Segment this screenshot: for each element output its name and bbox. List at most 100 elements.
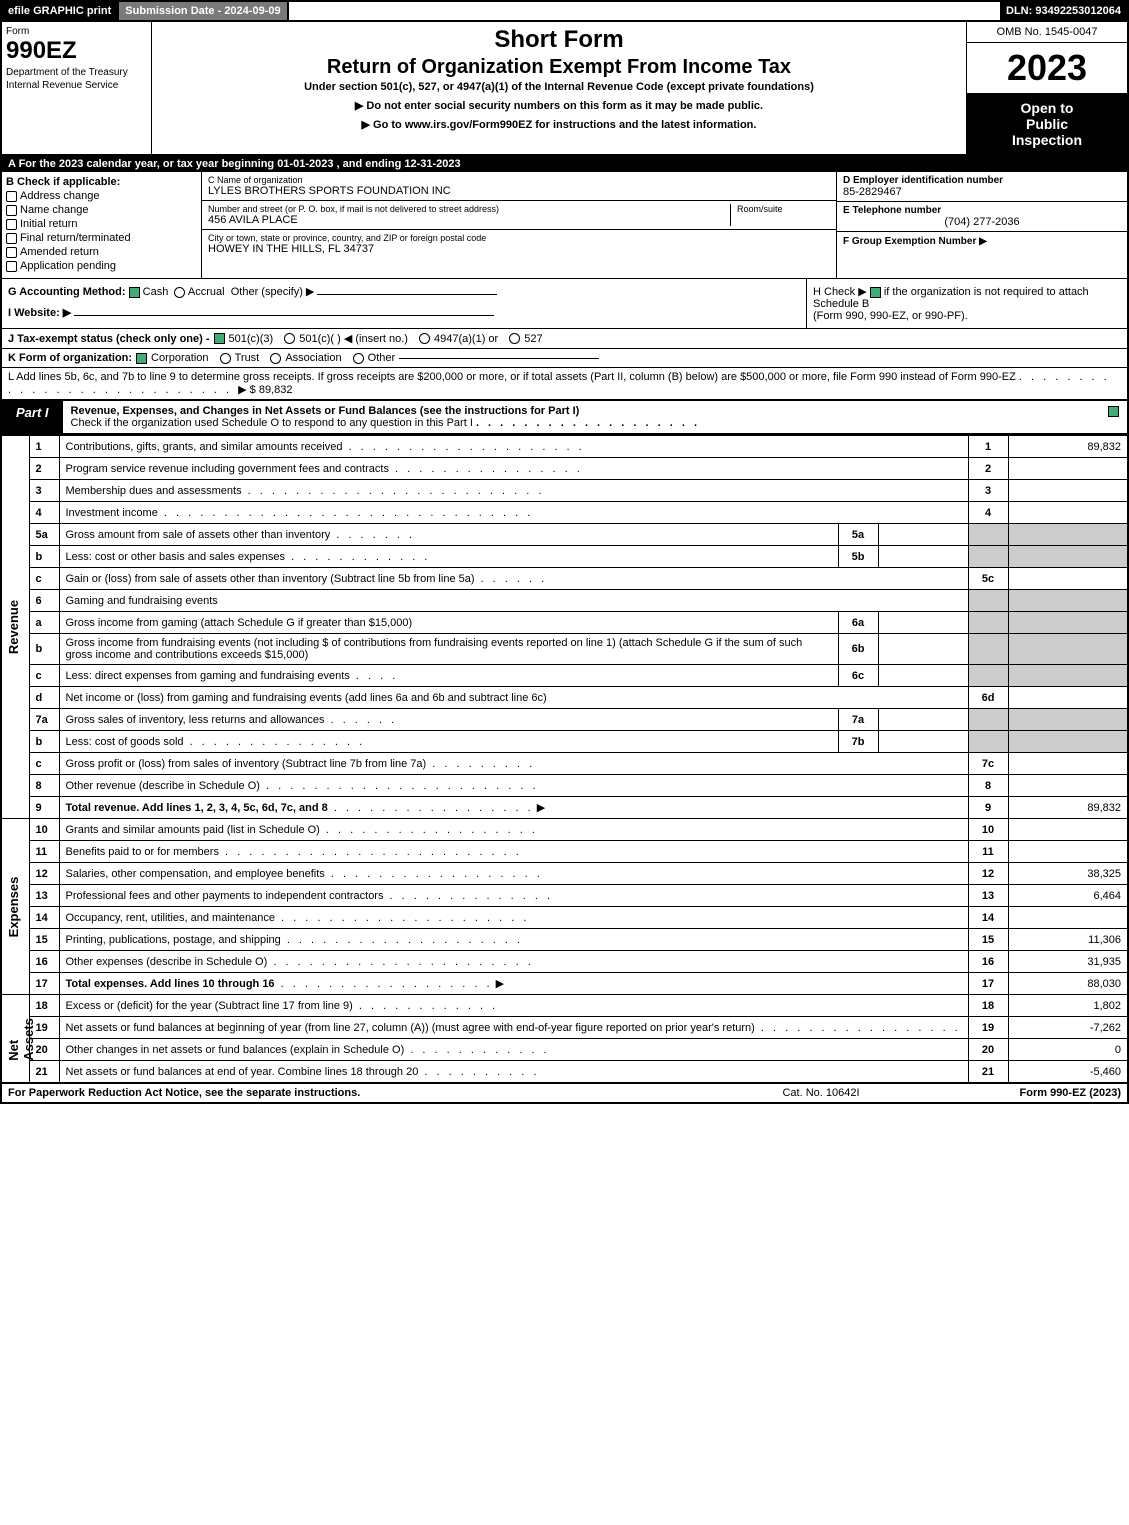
- val-19: -7,262: [1008, 1017, 1128, 1039]
- desc-2: Program service revenue including govern…: [59, 458, 968, 480]
- num-15: 15: [968, 929, 1008, 951]
- website-blank[interactable]: [74, 315, 494, 316]
- g-other-blank[interactable]: [317, 294, 497, 295]
- desc-6c: Less: direct expenses from gaming and fu…: [59, 665, 838, 687]
- checkbox-icon[interactable]: [6, 191, 17, 202]
- greyval-6: [1008, 590, 1128, 612]
- row-5c: c Gain or (loss) from sale of assets oth…: [1, 568, 1128, 590]
- row-14: 14 Occupancy, rent, utilities, and maint…: [1, 907, 1128, 929]
- radio-assoc-icon[interactable]: [270, 353, 281, 364]
- desc-9: Total revenue. Add lines 1, 2, 3, 4, 5c,…: [59, 797, 968, 819]
- g-other: Other (specify) ▶: [231, 286, 315, 298]
- radio-501c-icon[interactable]: [284, 333, 295, 344]
- radio-4947-icon[interactable]: [419, 333, 430, 344]
- radio-accrual-icon[interactable]: [174, 287, 185, 298]
- desc-3: Membership dues and assessments . . . . …: [59, 480, 968, 502]
- radio-527-icon[interactable]: [509, 333, 520, 344]
- subval-6c: [878, 665, 968, 687]
- chk-label: Initial return: [20, 218, 77, 230]
- row-6c: c Less: direct expenses from gaming and …: [1, 665, 1128, 687]
- grey-7b: [968, 731, 1008, 753]
- desc-11: Benefits paid to or for members . . . . …: [59, 841, 968, 863]
- footer: For Paperwork Reduction Act Notice, see …: [0, 1083, 1129, 1104]
- part1-schedule-o-chk[interactable]: [1100, 401, 1127, 433]
- val-16: 31,935: [1008, 951, 1128, 973]
- greyval-5b: [1008, 546, 1128, 568]
- chk-application-pending[interactable]: Application pending: [6, 260, 197, 272]
- efile-label[interactable]: efile GRAPHIC print: [2, 2, 119, 20]
- ln-16: 16: [29, 951, 59, 973]
- i-label: I Website: ▶: [8, 307, 71, 319]
- desc-17: Total expenses. Add lines 10 through 16 …: [59, 973, 968, 995]
- checkbox-icon[interactable]: [6, 205, 17, 216]
- subval-7b: [878, 731, 968, 753]
- radio-trust-icon[interactable]: [220, 353, 231, 364]
- desc-20: Other changes in net assets or fund bala…: [59, 1039, 968, 1061]
- val-1: 89,832: [1008, 436, 1128, 458]
- chk-amended-return[interactable]: Amended return: [6, 246, 197, 258]
- ln-6: 6: [29, 590, 59, 612]
- arrow-icon: ▶: [537, 802, 545, 814]
- k-other-blank[interactable]: [399, 358, 599, 359]
- row-4: 4 Investment income . . . . . . . . . . …: [1, 502, 1128, 524]
- grey-6a: [968, 612, 1008, 634]
- section-i: I Website: ▶: [8, 306, 800, 319]
- num-8: 8: [968, 775, 1008, 797]
- instruction-1: ▶ Do not enter social security numbers o…: [156, 99, 962, 112]
- num-6d: 6d: [968, 687, 1008, 709]
- chk-final-return[interactable]: Final return/terminated: [6, 232, 197, 244]
- g-label: G Accounting Method:: [8, 286, 126, 298]
- checkbox-501c3-checked-icon[interactable]: [214, 333, 225, 344]
- part1-title: Revenue, Expenses, and Changes in Net As…: [71, 405, 580, 417]
- greyval-6c: [1008, 665, 1128, 687]
- street-label: Number and street (or P. O. box, if mail…: [208, 204, 730, 214]
- chk-name-change[interactable]: Name change: [6, 204, 197, 216]
- g-accrual: Accrual: [188, 286, 225, 298]
- ln-1: 1: [29, 436, 59, 458]
- radio-other-icon[interactable]: [353, 353, 364, 364]
- row-11: 11 Benefits paid to or for members . . .…: [1, 841, 1128, 863]
- checkbox-icon[interactable]: [6, 247, 17, 258]
- val-14: [1008, 907, 1128, 929]
- k-other: Other: [368, 352, 396, 364]
- j-4947: 4947(a)(1) or: [434, 333, 498, 345]
- room-label: Room/suite: [737, 204, 830, 214]
- checkbox-cash-checked-icon[interactable]: [129, 287, 140, 298]
- checkbox-corp-checked-icon[interactable]: [136, 353, 147, 364]
- h-text1: H Check ▶: [813, 286, 867, 298]
- val-15: 11,306: [1008, 929, 1128, 951]
- chk-initial-return[interactable]: Initial return: [6, 218, 197, 230]
- ln-8: 8: [29, 775, 59, 797]
- ln-21: 21: [29, 1061, 59, 1083]
- sub-5a: 5a: [838, 524, 878, 546]
- grey-6b: [968, 634, 1008, 665]
- instruction-2[interactable]: ▶ Go to www.irs.gov/Form990EZ for instru…: [156, 118, 962, 131]
- val-6d: [1008, 687, 1128, 709]
- ln-12: 12: [29, 863, 59, 885]
- desc-5b: Less: cost or other basis and sales expe…: [59, 546, 838, 568]
- ln-3: 3: [29, 480, 59, 502]
- phone-label: E Telephone number: [843, 205, 1121, 216]
- val-8: [1008, 775, 1128, 797]
- val-4: [1008, 502, 1128, 524]
- footer-formref: Form 990-EZ (2023): [921, 1087, 1121, 1099]
- part1-badge: Part I: [2, 401, 63, 433]
- desc-6d: Net income or (loss) from gaming and fun…: [59, 687, 968, 709]
- checkbox-icon[interactable]: [6, 219, 17, 230]
- greyval-6a: [1008, 612, 1128, 634]
- group-exemption-row: F Group Exemption Number ▶: [837, 232, 1127, 250]
- section-g: G Accounting Method: Cash Accrual Other …: [2, 279, 807, 328]
- checkbox-icon[interactable]: [6, 261, 17, 272]
- chk-address-change[interactable]: Address change: [6, 190, 197, 202]
- ln-7c: c: [29, 753, 59, 775]
- ln-13: 13: [29, 885, 59, 907]
- form-word: Form: [6, 26, 147, 37]
- g-cash: Cash: [143, 286, 169, 298]
- checkbox-h-checked-icon[interactable]: [870, 287, 881, 298]
- row-17: 17 Total expenses. Add lines 10 through …: [1, 973, 1128, 995]
- ln-5b: b: [29, 546, 59, 568]
- checkbox-checked-icon[interactable]: [1108, 406, 1119, 417]
- desc-6b: Gross income from fundraising events (no…: [59, 634, 838, 665]
- checkbox-icon[interactable]: [6, 233, 17, 244]
- val-2: [1008, 458, 1128, 480]
